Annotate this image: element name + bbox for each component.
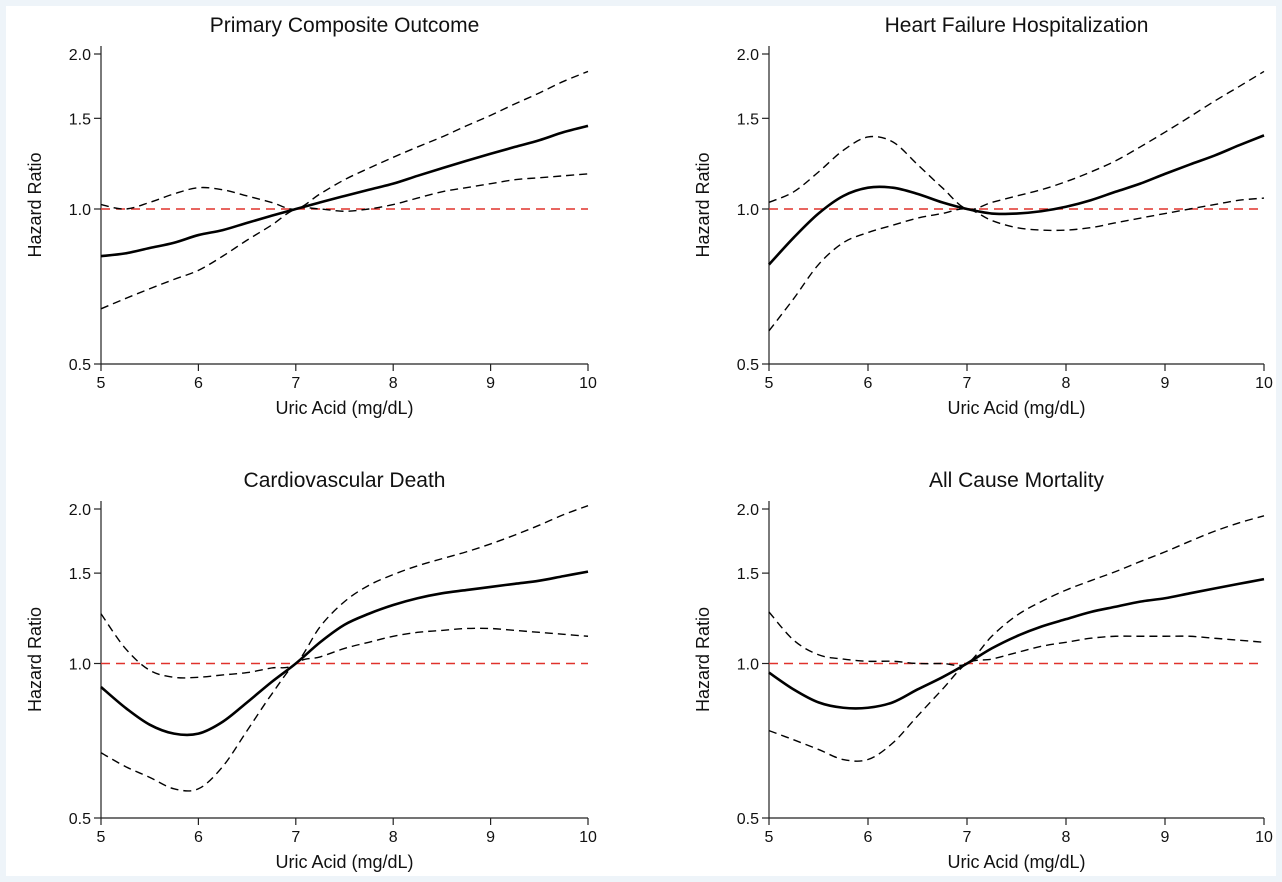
x-tick-label: 7 [963, 375, 972, 392]
y-tick-label: 1.5 [737, 111, 759, 128]
x-tick-label: 7 [291, 375, 300, 392]
y-tick-label: 2.0 [69, 502, 91, 519]
chart-title: Cardiovascular Death [244, 469, 446, 492]
confidence-interval-lower-line [100, 627, 589, 792]
x-tick-label: 7 [291, 829, 300, 846]
x-tick-label: 10 [579, 829, 597, 846]
x-tick-label: 5 [97, 829, 106, 846]
y-tick-label: 0.5 [69, 811, 91, 828]
x-axis-label: Uric Acid (mg/dL) [275, 852, 413, 872]
x-tick-label: 8 [389, 829, 398, 846]
chart-title: All Cause Mortality [929, 469, 1105, 492]
chart-panel: All Cause Mortality 5 6 7 8 9 10 0.5 1.0 1.5 2.0 Ur… [693, 469, 1273, 872]
confidence-interval-upper-line [768, 70, 1265, 211]
chart-title: Primary Composite Outcome [210, 14, 480, 37]
y-tick-label: 0.5 [69, 357, 91, 374]
x-tick-label: 6 [194, 829, 203, 846]
x-tick-label: 10 [1255, 829, 1273, 846]
x-tick-label: 10 [579, 375, 597, 392]
y-tick-label: 0.5 [737, 357, 759, 374]
y-tick-label: 1.0 [737, 657, 759, 674]
x-tick-label: 6 [194, 375, 203, 392]
x-tick-label: 9 [486, 829, 495, 846]
chart-canvas: Primary Composite Outcome 5 6 7 8 9 10 0.5 1.0 1.… [25, 14, 1273, 872]
y-tick-label: 2.0 [737, 502, 759, 519]
chart-figure: Primary Composite Outcome 5 6 7 8 9 10 0.5 1.0 1.… [6, 6, 1276, 876]
x-axis-label: Uric Acid (mg/dL) [275, 398, 413, 418]
confidence-interval-upper-line [100, 505, 589, 679]
confidence-interval-lower-line [768, 197, 1265, 332]
x-tick-label: 9 [486, 375, 495, 392]
chart-panel: Heart Failure Hospitalization 5 6 7 8 9 10 0.5 1… [693, 14, 1273, 418]
chart-panel: Primary Composite Outcome 5 6 7 8 9 10 0.5 1.0 1.… [25, 14, 597, 418]
y-tick-label: 0.5 [737, 811, 759, 828]
chart-panel: Cardiovascular Death 5 6 7 8 9 10 0.5 1.0 1.5 2.0 U… [25, 469, 597, 872]
confidence-interval-upper-line [100, 70, 589, 210]
y-axis-label: Hazard Ratio [25, 152, 45, 257]
hazard-ratio-line [768, 577, 1265, 710]
y-tick-label: 1.5 [737, 566, 759, 583]
y-tick-label: 1.0 [69, 202, 91, 219]
y-axis-label: Hazard Ratio [693, 607, 713, 712]
x-tick-label: 8 [389, 375, 398, 392]
x-tick-label: 8 [1062, 375, 1071, 392]
y-axis-label: Hazard Ratio [693, 152, 713, 257]
x-tick-label: 5 [97, 375, 106, 392]
hazard-ratio-line [100, 570, 589, 737]
x-axis-label: Uric Acid (mg/dL) [947, 852, 1085, 872]
x-axis-label: Uric Acid (mg/dL) [947, 398, 1085, 418]
y-tick-label: 1.0 [737, 202, 759, 219]
x-tick-label: 5 [765, 829, 774, 846]
x-tick-label: 6 [864, 829, 873, 846]
x-tick-label: 9 [1161, 375, 1170, 392]
confidence-interval-lower-line [100, 173, 589, 310]
x-tick-label: 8 [1062, 829, 1071, 846]
y-tick-label: 1.5 [69, 111, 91, 128]
chart-title: Heart Failure Hospitalization [885, 14, 1149, 37]
x-tick-label: 9 [1161, 829, 1170, 846]
confidence-interval-upper-line [768, 515, 1265, 667]
y-axis-label: Hazard Ratio [25, 607, 45, 712]
x-tick-label: 10 [1255, 375, 1273, 392]
y-tick-label: 2.0 [737, 47, 759, 64]
x-tick-label: 5 [765, 375, 774, 392]
y-tick-label: 1.0 [69, 657, 91, 674]
x-tick-label: 7 [963, 829, 972, 846]
x-tick-label: 6 [864, 375, 873, 392]
hazard-ratio-line [100, 124, 589, 258]
hazard-ratio-line [768, 134, 1265, 266]
y-tick-label: 2.0 [69, 47, 91, 64]
y-tick-label: 1.5 [69, 566, 91, 583]
confidence-interval-lower-line [768, 635, 1265, 762]
